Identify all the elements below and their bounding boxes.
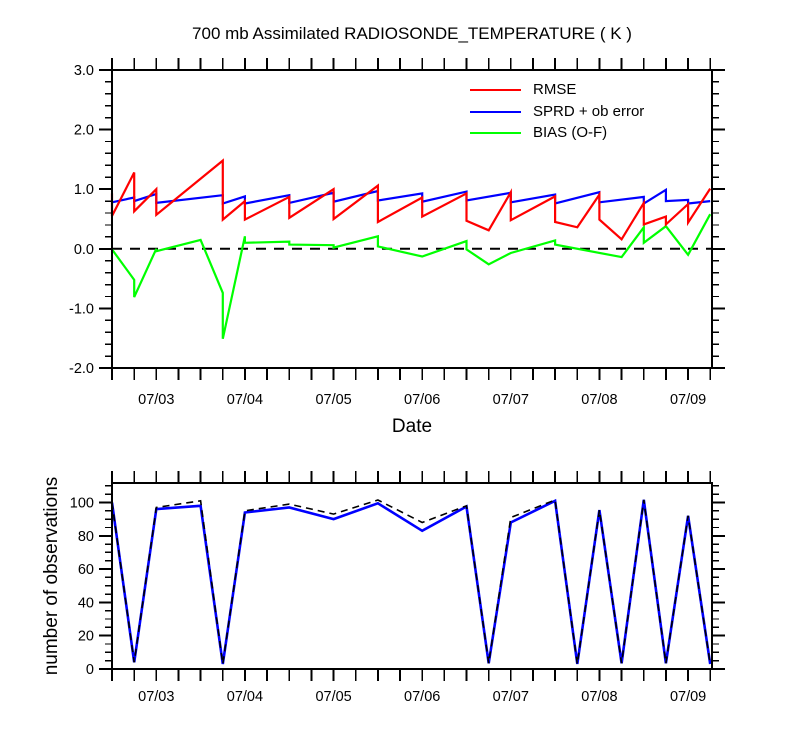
y-tick-label: 20: [78, 629, 94, 645]
x-tick-label: 07/03: [138, 689, 174, 705]
series-rmse: [110, 158, 712, 241]
legend-row-sprd: SPRD + ob error: [470, 102, 645, 120]
series-obs-count-dashed: [111, 498, 711, 665]
rmse-line-swatch: [470, 89, 521, 91]
y-tick-label: 2.0: [74, 123, 94, 139]
y-tick-label: -2.0: [69, 361, 94, 377]
chart-title: 700 mb Assimilated RADIOSONDE_TEMPERATUR…: [192, 24, 632, 43]
x-tick-label: 07/07: [493, 392, 529, 408]
legend-row-rmse: RMSE: [470, 82, 644, 98]
y-tick-label: 60: [78, 562, 94, 578]
y-tick-label: 40: [78, 595, 94, 611]
plot-frame: [111, 482, 713, 670]
x-tick-label: 07/06: [404, 392, 440, 408]
x-tick-label: 07/05: [315, 689, 351, 705]
y-ticks: 3.0 2.0 1.0 0.0 -1.0 -2.0: [69, 63, 725, 377]
x-tick-label: 07/08: [581, 392, 617, 408]
y-tick-label: 100: [70, 496, 94, 512]
legend: RMSE SPRD + ob error BIAS (O-F): [470, 82, 644, 147]
x-tick-label: 07/09: [670, 689, 706, 705]
sprd-line-swatch: [470, 110, 521, 113]
y-tick-label: 1.0: [74, 182, 94, 198]
legend-label-sprd: SPRD + ob error: [533, 102, 645, 120]
x-tick-label: 07/09: [670, 392, 706, 408]
series-bias-o-f: [111, 213, 712, 340]
legend-label-bias: BIAS (O-F): [533, 124, 608, 141]
x-tick-label: 07/07: [493, 689, 529, 705]
x-tick-label: 07/04: [227, 689, 263, 705]
bias-line-swatch: [470, 132, 521, 134]
series-obs-count-solid: [110, 498, 712, 665]
y-tick-label: 3.0: [74, 63, 94, 79]
series-sprd-ob-error: [111, 187, 711, 206]
x-ticks: [111, 58, 712, 380]
x-ticks: [111, 471, 712, 681]
y-tick-label: 80: [78, 529, 94, 545]
x-tick-label: 07/08: [581, 689, 617, 705]
x-tick-label: 07/05: [315, 392, 351, 408]
x-tick-label: 07/04: [227, 392, 263, 408]
x-tick-label: 07/06: [404, 689, 440, 705]
y-tick-label: 0: [86, 662, 94, 678]
legend-label-rmse: RMSE: [533, 81, 577, 98]
panel-observations: 0 20 40 60 80 100 07/03 07/04 07/05 07/06 07/07 07/…: [70, 471, 725, 705]
y-ticks: 0 20 40 60 80 100: [70, 485, 725, 678]
obs-y-axis-title: number of observations: [41, 476, 62, 676]
plot-frame: [111, 69, 713, 369]
x-axis-title: Date: [391, 416, 433, 437]
x-tick-label: 07/03: [138, 392, 174, 408]
y-tick-label: 0.0: [74, 242, 94, 258]
legend-row-bias: BIAS (O-F): [470, 125, 644, 141]
panel-errors: 3.0 2.0 1.0 0.0 -1.0 -2.0 07/03 07/04 07/05 07/06…: [69, 58, 725, 408]
y-tick-label: -1.0: [69, 301, 94, 317]
